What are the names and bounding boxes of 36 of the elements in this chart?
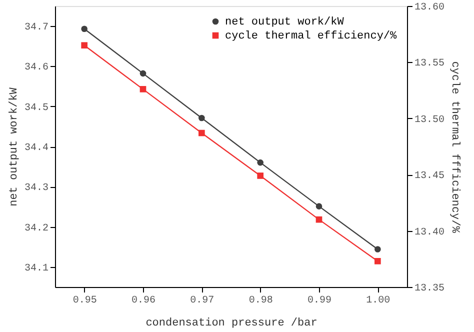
- point: [316, 216, 322, 223]
- point: [257, 159, 264, 166]
- point: [81, 42, 88, 49]
- y2-tick-label: 13.55: [414, 58, 445, 70]
- y2-tick-label: 13.50: [414, 114, 445, 126]
- y2-tick-label: 13.40: [414, 227, 445, 238]
- point: [140, 70, 146, 77]
- point: [374, 258, 381, 264]
- y2-tick-label: 13.35: [414, 284, 445, 294]
- y-tick-label: 34.1: [24, 263, 48, 274]
- y-tick-label: 34.2: [24, 223, 48, 234]
- y-tick-label: 34.7: [24, 22, 48, 34]
- y-tick-label: 34.6: [24, 62, 48, 74]
- y-tick-label: 34.5: [24, 102, 48, 114]
- y2-tick-label: 13.45: [414, 171, 445, 182]
- x-axis-title: condensation pressure /bar: [146, 318, 318, 330]
- x-tick-label: 0.98: [248, 296, 273, 306]
- point: [316, 203, 322, 210]
- point: [140, 86, 146, 92]
- legend-label: cycle thermal efficiency/%: [225, 30, 398, 42]
- point: [257, 172, 264, 179]
- point: [374, 246, 381, 252]
- point: [198, 130, 205, 136]
- x-tick-label: 0.96: [131, 296, 156, 306]
- y2-tick-label: 13.60: [414, 2, 445, 14]
- x-tick-label: 1.00: [366, 296, 390, 306]
- point: [198, 114, 205, 122]
- x-tick-label: 0.95: [72, 296, 97, 306]
- y2-axis-title: cycle thermal ffficiency/%: [448, 61, 461, 234]
- y-tick-label: 34.4: [24, 143, 48, 154]
- y-axis-title: net output work/kW: [8, 87, 20, 206]
- legend-label: net output work/kW: [225, 16, 344, 28]
- x-tick-label: 0.99: [307, 296, 332, 306]
- x-tick-label: 0.97: [190, 296, 214, 306]
- point: [81, 26, 88, 32]
- y-tick-label: 34.3: [24, 183, 48, 194]
